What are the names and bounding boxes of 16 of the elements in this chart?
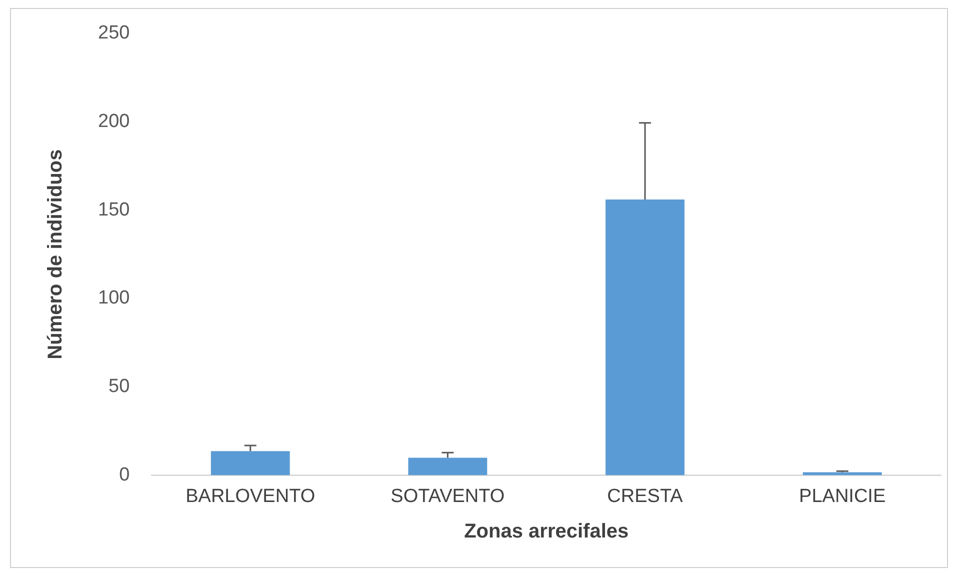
y-tick-label: 50 — [108, 376, 130, 398]
x-axis-title: Zonas arrecifales — [464, 520, 629, 543]
bar — [802, 472, 882, 476]
bar — [408, 458, 488, 476]
x-tick-label: SOTAVENTO — [390, 486, 505, 507]
y-axis-title: Número de individuos — [44, 149, 67, 360]
x-tick-label: BARLOVENTO — [186, 486, 316, 507]
x-tick-label: CRESTA — [607, 486, 684, 507]
y-tick-label: 100 — [98, 288, 130, 309]
bar — [606, 200, 684, 476]
x-tick-label: PLANICIE — [799, 486, 886, 507]
y-tick-label: 150 — [98, 199, 130, 220]
y-tick-label: 200 — [98, 110, 130, 132]
bar — [210, 451, 290, 476]
y-tick-label: 0 — [119, 464, 130, 486]
y-tick-label: 250 — [98, 22, 130, 44]
